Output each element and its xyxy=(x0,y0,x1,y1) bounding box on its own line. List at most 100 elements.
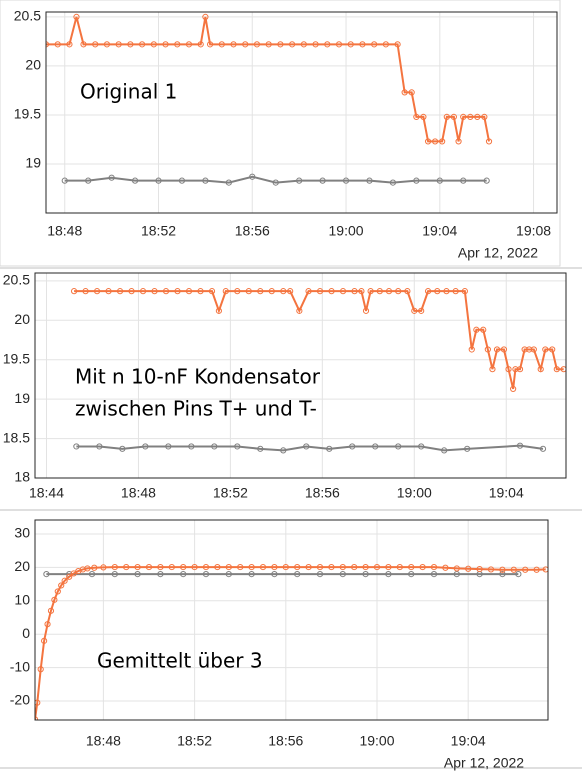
series-point xyxy=(174,41,181,48)
series-point xyxy=(476,565,483,573)
y-tick-label: 19.5 xyxy=(3,350,30,366)
series-point xyxy=(493,346,501,353)
series-point xyxy=(215,307,222,314)
y-tick-label: 20.5 xyxy=(14,8,41,24)
series-point xyxy=(442,564,449,571)
x-tick-label: 18:52 xyxy=(141,223,176,239)
series-point xyxy=(287,288,294,295)
series-point xyxy=(157,570,164,578)
x-tick-label: 18:44 xyxy=(29,485,64,501)
series-point xyxy=(234,443,241,450)
series-point xyxy=(533,566,540,573)
series-point xyxy=(443,288,450,295)
series-point xyxy=(211,443,218,450)
series-point xyxy=(248,570,255,578)
series-point xyxy=(37,666,44,673)
series-point xyxy=(202,177,209,184)
series-point xyxy=(326,445,333,452)
series-point xyxy=(234,288,241,295)
series-point xyxy=(289,41,296,48)
series-point xyxy=(553,366,560,373)
series-point xyxy=(222,288,229,295)
series-point xyxy=(436,177,443,184)
series-point xyxy=(376,288,383,295)
x-tick-label: 18:56 xyxy=(268,733,303,749)
series-line xyxy=(76,444,544,452)
series-point xyxy=(505,366,512,373)
series-point xyxy=(312,41,319,48)
x-tick-label: 19:00 xyxy=(397,485,432,501)
series-point xyxy=(119,445,126,452)
series-point xyxy=(103,41,111,48)
date-label: Apr 12, 2022 xyxy=(458,245,538,261)
series-point xyxy=(66,41,73,48)
plot-area xyxy=(35,520,548,720)
series-point xyxy=(54,588,61,595)
series-point xyxy=(202,570,210,578)
series-point xyxy=(225,570,232,578)
series-point xyxy=(253,41,261,48)
y-tick-label: 30 xyxy=(14,525,30,541)
series-point xyxy=(188,443,195,450)
series-point xyxy=(208,288,216,295)
annotation: zwischen Pins T+ und T- xyxy=(75,397,317,421)
series-point xyxy=(460,113,467,121)
series-point xyxy=(418,443,425,450)
series-point xyxy=(499,570,506,578)
x-tick-label: 18:56 xyxy=(305,485,340,501)
series-point xyxy=(84,565,91,572)
series-point xyxy=(382,41,389,48)
series-point xyxy=(280,288,287,295)
series-point xyxy=(560,366,566,373)
series-point xyxy=(85,177,92,184)
series-point xyxy=(542,566,548,573)
series-point xyxy=(542,346,549,353)
series-point xyxy=(151,288,158,295)
series-point xyxy=(395,443,402,450)
plot xyxy=(70,288,566,454)
series-point xyxy=(455,138,462,145)
series-point xyxy=(108,174,115,181)
series-point xyxy=(443,113,450,121)
series-point xyxy=(305,563,312,571)
series-point xyxy=(128,288,135,295)
y-tick-label: 19 xyxy=(25,155,41,171)
series-point xyxy=(324,41,331,48)
series-point xyxy=(115,41,122,48)
series-point xyxy=(202,13,209,21)
series-point xyxy=(185,288,193,295)
series-point xyxy=(43,570,50,578)
series-point xyxy=(487,566,495,573)
series-point xyxy=(105,288,112,295)
series-point xyxy=(401,89,408,96)
y-tick-label: 10 xyxy=(14,592,30,608)
x-tick-label: 19:04 xyxy=(422,223,457,239)
series-point xyxy=(464,445,471,452)
series-point xyxy=(70,288,78,295)
series-point xyxy=(225,179,232,186)
series-point xyxy=(549,346,556,353)
series-point xyxy=(111,563,118,571)
axes-box xyxy=(34,519,549,721)
series-point xyxy=(134,570,141,578)
axes-box xyxy=(34,272,567,479)
series-point xyxy=(521,346,528,353)
x-tick-label: 18:52 xyxy=(177,733,212,749)
x-tick-label: 19:08 xyxy=(516,223,551,239)
series-line xyxy=(74,290,564,390)
series-point xyxy=(432,138,439,145)
series-point xyxy=(358,288,365,295)
series-point xyxy=(418,307,425,314)
x-tick-label: 18:48 xyxy=(47,223,82,239)
series-point xyxy=(303,443,310,450)
series-point xyxy=(430,563,438,571)
series-line xyxy=(46,16,491,143)
series-point xyxy=(461,288,468,295)
annotation: Gemittelt über 3 xyxy=(97,649,263,673)
series-point xyxy=(100,564,107,571)
series-point xyxy=(439,138,446,145)
series-point xyxy=(441,447,448,454)
series-point xyxy=(396,563,403,571)
series-point xyxy=(242,41,249,48)
